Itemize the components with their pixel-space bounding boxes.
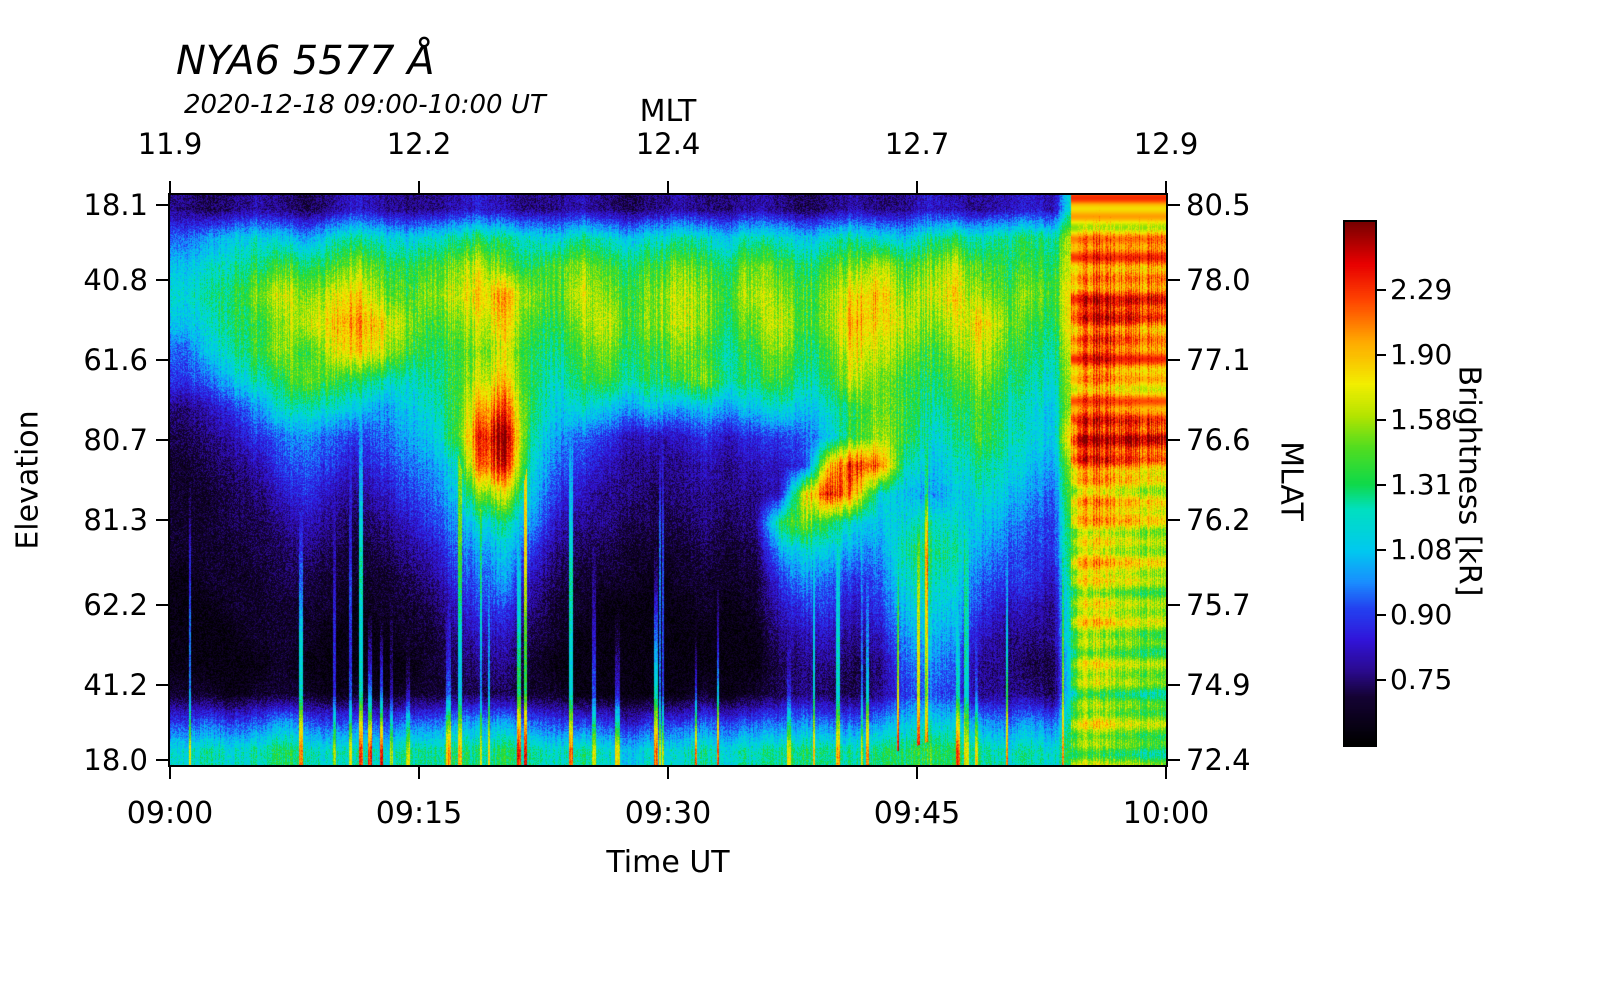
heatmap-plot [168,193,1168,767]
tick-mark [1168,279,1180,281]
tick-mark [1168,439,1180,441]
mlt-axis-label: MLT [639,94,697,129]
tick-mark [1165,181,1167,193]
elevation-tick-label: 62.2 [83,588,148,622]
elevation-tick-label: 80.7 [83,423,148,457]
elevation-tick-label: 18.0 [83,743,148,777]
tick-mark [1377,679,1386,681]
mlt-tick-label: 12.4 [635,127,701,161]
time-tick-label: 10:00 [1122,796,1210,831]
time-tick-label: 09:45 [873,796,961,831]
colorbar [1343,220,1377,747]
tick-mark [156,359,168,361]
tick-mark [1165,767,1167,779]
mlat-tick-label: 77.1 [1186,343,1251,377]
tick-mark [916,767,918,779]
tick-mark [1168,604,1180,606]
mlat-axis-label: MLAT [1273,441,1309,521]
tick-mark [418,767,420,779]
tick-mark [1168,359,1180,361]
mlat-tick-label: 74.9 [1186,668,1251,702]
tick-mark [916,181,918,193]
tick-mark [169,767,171,779]
elevation-tick-label: 18.1 [83,188,148,222]
tick-mark [156,204,168,206]
tick-mark [1168,204,1180,206]
tick-mark [1377,549,1386,551]
chart-subtitle: 2020-12-18 09:00-10:00 UT [184,90,546,120]
tick-mark [169,181,171,193]
tick-mark [1377,484,1386,486]
colorbar-tick-label: 1.31 [1390,468,1453,501]
colorbar-canvas [1345,222,1375,745]
tick-mark [1377,354,1386,356]
tick-mark [1377,614,1386,616]
colorbar-tick-label: 1.08 [1390,533,1453,566]
tick-mark [156,684,168,686]
colorbar-tick-label: 0.90 [1390,598,1453,631]
tick-mark [1377,289,1386,291]
mlat-tick-label: 78.0 [1186,263,1251,297]
time-tick-label: 09:15 [375,796,463,831]
heatmap-canvas [170,195,1166,765]
tick-mark [156,759,168,761]
mlt-tick-label: 11.9 [137,127,203,161]
mlat-tick-label: 75.7 [1186,588,1251,622]
time-tick-label: 09:00 [126,796,214,831]
tick-mark [1377,419,1386,421]
mlt-tick-label: 12.9 [1133,127,1199,161]
chart-title: NYA6 5577 Å [176,38,435,84]
elevation-tick-label: 40.8 [83,263,148,297]
time-tick-label: 09:30 [624,796,712,831]
colorbar-axis-label: Brightness [kR] [1451,365,1487,597]
tick-mark [418,181,420,193]
mlat-tick-label: 72.4 [1186,743,1251,777]
tick-mark [156,279,168,281]
mlat-tick-label: 76.6 [1186,423,1251,457]
elevation-tick-label: 81.3 [83,503,148,537]
elevation-tick-label: 41.2 [83,668,148,702]
tick-mark [667,767,669,779]
tick-mark [667,181,669,193]
tick-mark [1168,759,1180,761]
tick-mark [156,604,168,606]
colorbar-tick-label: 2.29 [1390,273,1453,306]
time-axis-label: Time UT [606,845,730,880]
mlt-tick-label: 12.7 [884,127,950,161]
colorbar-tick-label: 1.90 [1390,338,1453,371]
colorbar-tick-label: 1.58 [1390,403,1453,436]
elevation-tick-label: 61.6 [83,343,148,377]
mlat-tick-label: 76.2 [1186,503,1251,537]
tick-mark [156,439,168,441]
tick-mark [156,519,168,521]
mlat-tick-label: 80.5 [1186,188,1251,222]
tick-mark [1168,684,1180,686]
tick-mark [1168,519,1180,521]
colorbar-tick-label: 0.75 [1390,663,1453,696]
mlt-tick-label: 12.2 [386,127,452,161]
